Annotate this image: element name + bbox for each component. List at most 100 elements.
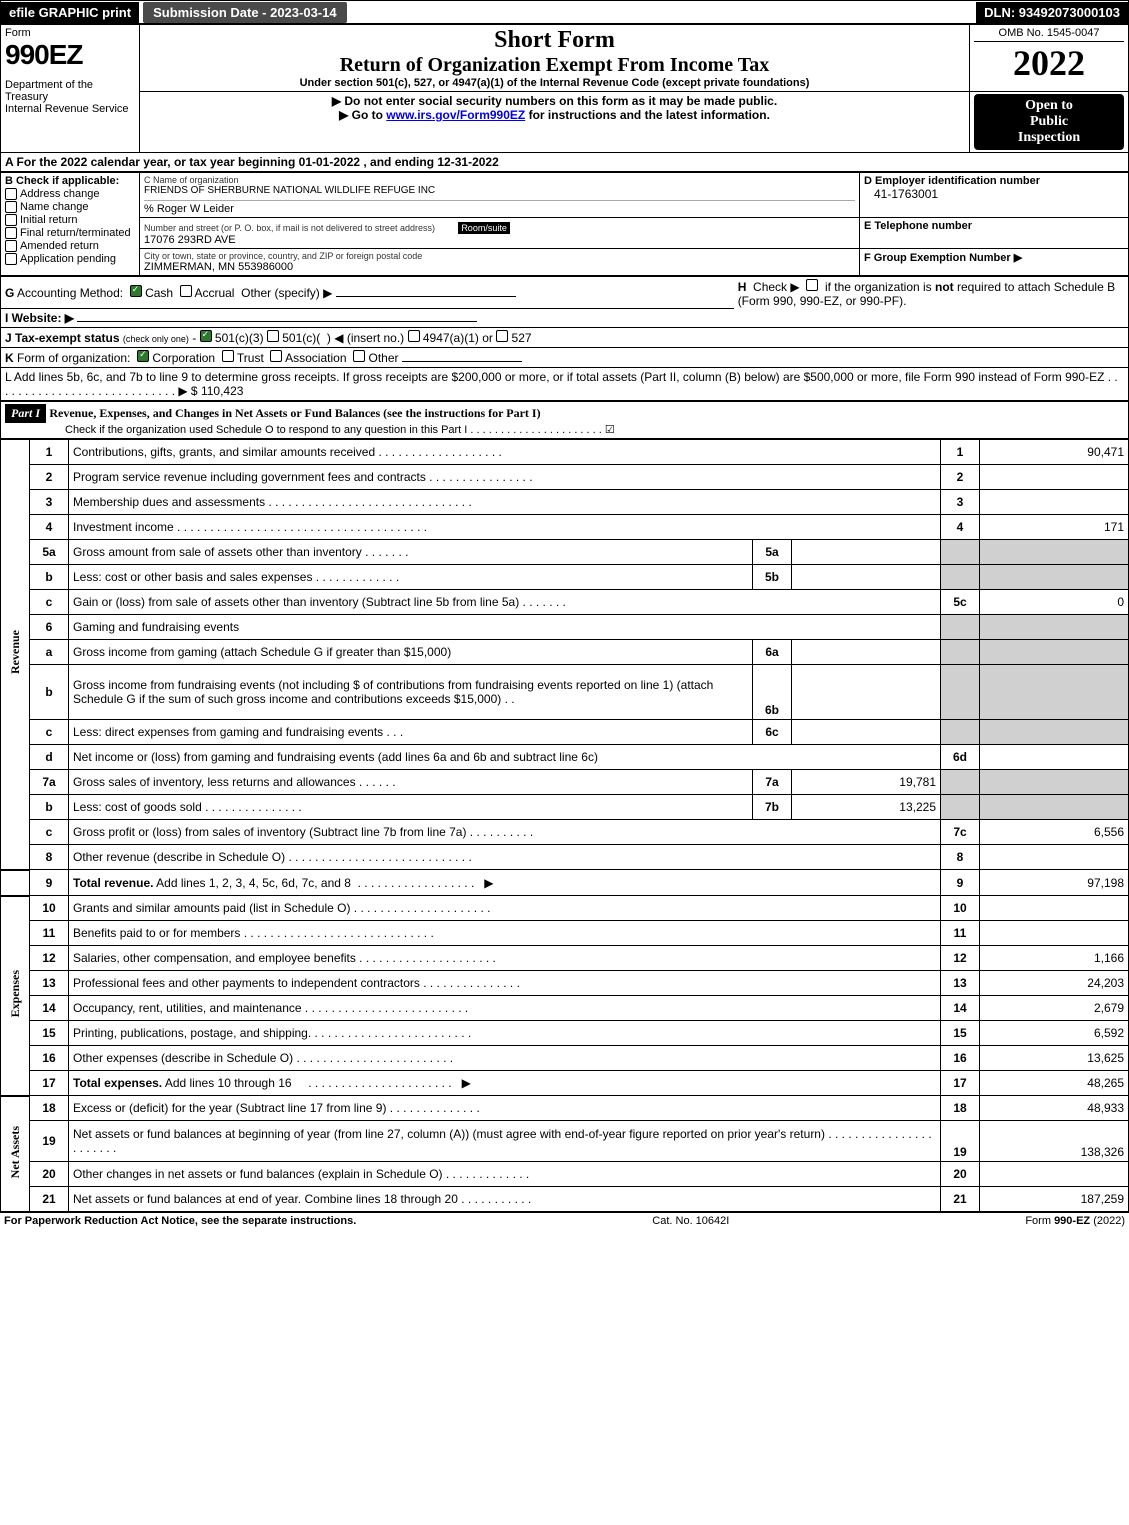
- checkbox-icon: [5, 253, 17, 265]
- line-desc: Gross amount from sale of assets other t…: [69, 540, 753, 565]
- grey-cell: [941, 720, 980, 745]
- grey-cell: [980, 540, 1129, 565]
- sub-no: 6c: [753, 720, 792, 745]
- line-no: d: [30, 745, 69, 770]
- part1-title: Revenue, Expenses, and Changes in Net As…: [49, 406, 540, 420]
- line-no: 1: [30, 440, 69, 465]
- check-initial-return[interactable]: Initial return: [5, 214, 135, 226]
- section-b: B Check if applicable: Address change Na…: [1, 173, 140, 276]
- line-num: 11: [941, 921, 980, 946]
- room-label: Room/suite: [458, 222, 510, 234]
- irs-label: Internal Revenue Service: [5, 103, 135, 115]
- line-desc: Total expenses. Add lines 10 through 16 …: [69, 1071, 941, 1096]
- section-a: A For the 2022 calendar year, or tax yea…: [0, 153, 1129, 172]
- line-desc: Occupancy, rent, utilities, and maintena…: [69, 996, 941, 1021]
- sub-no: 7b: [753, 795, 792, 820]
- footer-right: Form 990-EZ (2022): [1025, 1215, 1125, 1227]
- line-val: 90,471: [980, 440, 1129, 465]
- line-num: 7c: [941, 820, 980, 845]
- section-h: H Check ▶ if the organization is not req…: [734, 277, 1129, 328]
- line-desc: Printing, publications, postage, and shi…: [69, 1021, 941, 1046]
- check-amended[interactable]: Amended return: [5, 240, 135, 252]
- line-val: 6,556: [980, 820, 1129, 845]
- check-final-return[interactable]: Final return/terminated: [5, 227, 135, 239]
- check-name-change[interactable]: Name change: [5, 201, 135, 213]
- line-val: 0: [980, 590, 1129, 615]
- line-desc: Salaries, other compensation, and employ…: [69, 946, 941, 971]
- open1: Open to: [978, 98, 1120, 114]
- checkbox-icon: [5, 214, 17, 226]
- line-num: 17: [941, 1071, 980, 1096]
- telephone-label: E Telephone number: [864, 220, 1124, 232]
- line-no: 21: [30, 1187, 69, 1212]
- return-title: Return of Organization Exempt From Incom…: [144, 54, 965, 77]
- efile-label[interactable]: efile GRAPHIC print: [1, 2, 139, 23]
- entity-info-table: B Check if applicable: Address change Na…: [0, 172, 1129, 276]
- 4947-checkbox-icon: [408, 330, 420, 342]
- page-footer: For Paperwork Reduction Act Notice, see …: [0, 1212, 1129, 1229]
- line-val: 24,203: [980, 971, 1129, 996]
- check-label: Final return/terminated: [20, 227, 131, 239]
- line-desc: Excess or (deficit) for the year (Subtra…: [69, 1096, 941, 1121]
- grey-cell: [941, 770, 980, 795]
- net-assets-label: Net Assets: [1, 1096, 30, 1212]
- footer-center: Cat. No. 10642I: [652, 1215, 729, 1227]
- line-desc: Less: cost of goods sold . . . . . . . .…: [69, 795, 753, 820]
- check-application-pending[interactable]: Application pending: [5, 253, 135, 265]
- assoc-checkbox-icon: [270, 350, 282, 362]
- line-desc: Net income or (loss) from gaming and fun…: [69, 745, 941, 770]
- grey-cell: [980, 795, 1129, 820]
- line-val: 13,625: [980, 1046, 1129, 1071]
- line-no: 6: [30, 615, 69, 640]
- name-label: C Name of organization: [144, 175, 855, 185]
- line-no: 20: [30, 1162, 69, 1187]
- tax-year: 2022: [974, 42, 1124, 84]
- line-no: 13: [30, 971, 69, 996]
- grey-cell: [941, 665, 980, 720]
- open2: Public: [978, 114, 1120, 130]
- dln-label: DLN: 93492073000103: [976, 2, 1128, 23]
- line-no: 19: [30, 1121, 69, 1162]
- city-label: City or town, state or province, country…: [144, 251, 855, 261]
- line-no: 10: [30, 896, 69, 921]
- line-desc: Grants and similar amounts paid (list in…: [69, 896, 941, 921]
- open-public-badge: Open to Public Inspection: [974, 94, 1124, 150]
- check-label: Name change: [20, 201, 89, 213]
- check-label: Application pending: [20, 253, 116, 265]
- org-name: FRIENDS OF SHERBURNE NATIONAL WILDLIFE R…: [144, 185, 855, 196]
- checkbox-icon: [5, 240, 17, 252]
- line-num: 3: [941, 490, 980, 515]
- line-no: 2: [30, 465, 69, 490]
- header-table: Form 990EZ Department of the Treasury In…: [0, 24, 1129, 153]
- corp-checkbox-icon: [137, 350, 149, 362]
- check-label: Address change: [20, 188, 100, 200]
- sub-val: 19,781: [792, 770, 941, 795]
- check-address-change[interactable]: Address change: [5, 188, 135, 200]
- dept-treasury: Department of the Treasury: [5, 79, 135, 103]
- line-no: 7a: [30, 770, 69, 795]
- line-val: [980, 921, 1129, 946]
- line-num: 2: [941, 465, 980, 490]
- line-desc: Benefits paid to or for members . . . . …: [69, 921, 941, 946]
- line-num: 8: [941, 845, 980, 870]
- line-num: 12: [941, 946, 980, 971]
- line-num: 16: [941, 1046, 980, 1071]
- 501c3-checkbox-icon: [200, 330, 212, 342]
- section-g: G Accounting Method: Cash Accrual Other …: [1, 277, 734, 309]
- section-c-city: City or town, state or province, country…: [140, 249, 860, 276]
- sub-val: [792, 665, 941, 720]
- section-d: D Employer identification number 41-1763…: [860, 173, 1129, 218]
- submission-date: Submission Date - 2023-03-14: [143, 2, 347, 23]
- line-val: 187,259: [980, 1187, 1129, 1212]
- section-k: K Form of organization: Corporation Trus…: [1, 348, 1129, 368]
- line-no: c: [30, 720, 69, 745]
- no-ssn-note: ▶ Do not enter social security numbers o…: [144, 94, 965, 108]
- grey-cell: [980, 615, 1129, 640]
- sub-val: 13,225: [792, 795, 941, 820]
- accrual-checkbox-icon: [180, 285, 192, 297]
- line-num: 15: [941, 1021, 980, 1046]
- grey-cell: [980, 565, 1129, 590]
- irs-link[interactable]: www.irs.gov/Form990EZ: [386, 108, 525, 122]
- line-no: c: [30, 590, 69, 615]
- line-desc: Investment income . . . . . . . . . . . …: [69, 515, 941, 540]
